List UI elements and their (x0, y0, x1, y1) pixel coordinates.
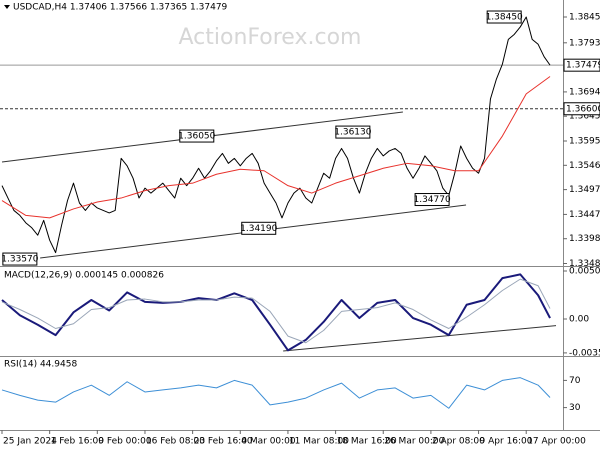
series-line (1, 377, 551, 409)
y-tick-label: 1.34470 (569, 210, 600, 220)
x-tick-label: 17 Apr 00:00 (527, 437, 586, 447)
x-tick-label: 9 Feb 00:00 (98, 437, 152, 447)
watermark: ActionForex.com (179, 25, 362, 50)
x-tick-label: 26 Mar 00:00 (384, 437, 444, 447)
y-tick-label: 0.005054 (569, 267, 600, 277)
y-tick-label: 1.35460 (569, 161, 600, 171)
y-tick-label: 1.38450 (569, 13, 600, 23)
annotation-box (414, 193, 450, 207)
y-tick-label: 1.33980 (569, 234, 600, 244)
annotation-label: 1.34190 (240, 224, 277, 234)
x-tick-label: 25 Jan 2024 (3, 437, 57, 447)
macd-title: MACD(12,26,9) 0.000145 0.000826 (4, 271, 164, 281)
price-level-label: 1.37479 (566, 61, 600, 71)
series-line (1, 278, 551, 344)
header-icon (4, 5, 10, 9)
x-tick-label: 4 Mar 00:00 (241, 437, 296, 447)
annotation-label: 1.36130 (334, 128, 371, 138)
x-tick-label: 23 Feb 16:00 (194, 437, 253, 447)
series-line (1, 76, 551, 219)
chart-title: USDCAD,H4 1.37406 1.37566 1.37365 1.3747… (13, 3, 228, 13)
y-tick-label: 1.36940 (569, 87, 600, 97)
y-tick-label: -0.003569 (569, 348, 600, 358)
x-tick-label: 16 Feb 08:00 (146, 437, 205, 447)
y-tick-label: 1.35950 (569, 137, 600, 147)
rsi-title: RSI(14) 44.9458 (4, 360, 77, 370)
y-tick-label: 1.36450 (569, 112, 600, 122)
y-tick-label: 1.37930 (569, 38, 600, 48)
series-line (1, 16, 551, 254)
annotation-box (241, 221, 277, 235)
y-tick-label: 1.34970 (569, 185, 600, 195)
series-line (1, 273, 551, 352)
x-tick-label: 11 Mar 08:00 (289, 437, 349, 447)
annotation-box (179, 129, 215, 143)
x-tick-label: 1 Feb 16:00 (51, 437, 105, 447)
annotation-label: 1.33570 (1, 255, 38, 265)
price-level-box (563, 58, 600, 72)
annotation-label: 1.38450 (486, 13, 523, 23)
y-tick-label: 30 (569, 403, 581, 413)
x-tick-label: 18 Mar 16:00 (337, 437, 397, 447)
annotation-label: 1.34770 (413, 195, 450, 205)
annotation-box (486, 10, 522, 24)
price-level-label: 1.36600 (566, 104, 600, 114)
annotation-box (2, 252, 38, 266)
trend-line (283, 325, 557, 352)
annotation-label: 1.36050 (178, 132, 215, 142)
y-tick-label: 1.33480 (569, 259, 600, 269)
y-tick-label: 0.00 (569, 315, 589, 325)
x-tick-label: 9 Apr 16:00 (480, 437, 533, 447)
annotation-box (335, 125, 371, 139)
y-tick-label: 70 (569, 376, 581, 386)
x-tick-label: 2 Apr 08:00 (432, 437, 485, 447)
price-level-box (563, 102, 600, 116)
